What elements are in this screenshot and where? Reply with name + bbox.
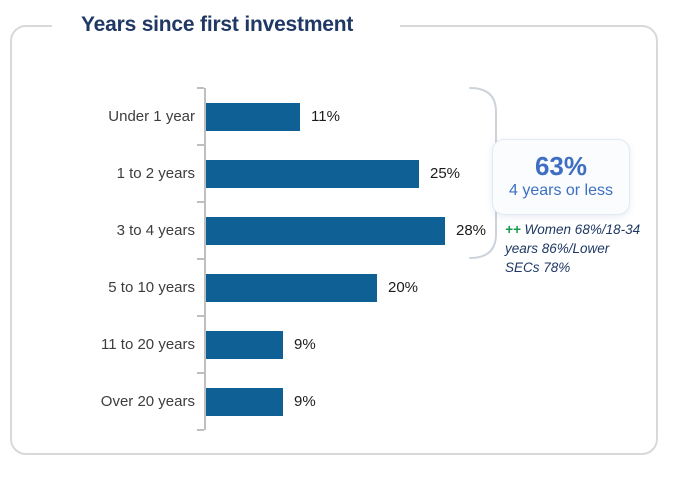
axis-tick [197,144,204,146]
axis-tick [197,201,204,203]
axis-tick [197,87,204,89]
bar-1-to-2-years [206,159,419,188]
category-label: 5 to 10 years [108,278,195,296]
bar-11-to-20-years [206,330,283,359]
bar-over-20-years [206,387,283,416]
category-label: Under 1 year [108,107,195,125]
category-axis-line [204,88,206,430]
category-label: 3 to 4 years [116,221,195,239]
value-label: 28% [456,221,487,239]
category-label: Over 20 years [100,392,195,410]
value-label: 9% [294,335,316,353]
bar-5-to-10-years [206,273,377,302]
value-label: 25% [430,164,461,182]
title-border-mask [52,20,400,32]
callout-subline: 4 years or less [508,182,614,199]
bar-under-1-year [206,102,300,131]
value-label: 11% [311,107,340,125]
axis-tick [197,429,204,431]
summary-callout: 63% 4 years or less [492,139,630,215]
chart-title: Years since first investment [81,13,354,36]
category-label: 11 to 20 years [101,335,195,353]
significance-marker: ++ [505,222,521,237]
callout-headline: 63% [534,151,588,181]
bar-3-to-4-years [206,216,445,245]
value-label: 20% [388,278,419,296]
category-label: 1 to 2 years [116,164,195,182]
subgroup-annotation: ++ Women 68%/18-34 years 86%/Lower SECs … [505,220,645,277]
axis-tick [197,258,204,260]
annotation-text: Women 68%/18-34 years 86%/Lower SECs 78% [505,222,641,275]
value-label: 9% [294,392,316,410]
axis-tick [197,315,204,317]
axis-tick [197,372,204,374]
